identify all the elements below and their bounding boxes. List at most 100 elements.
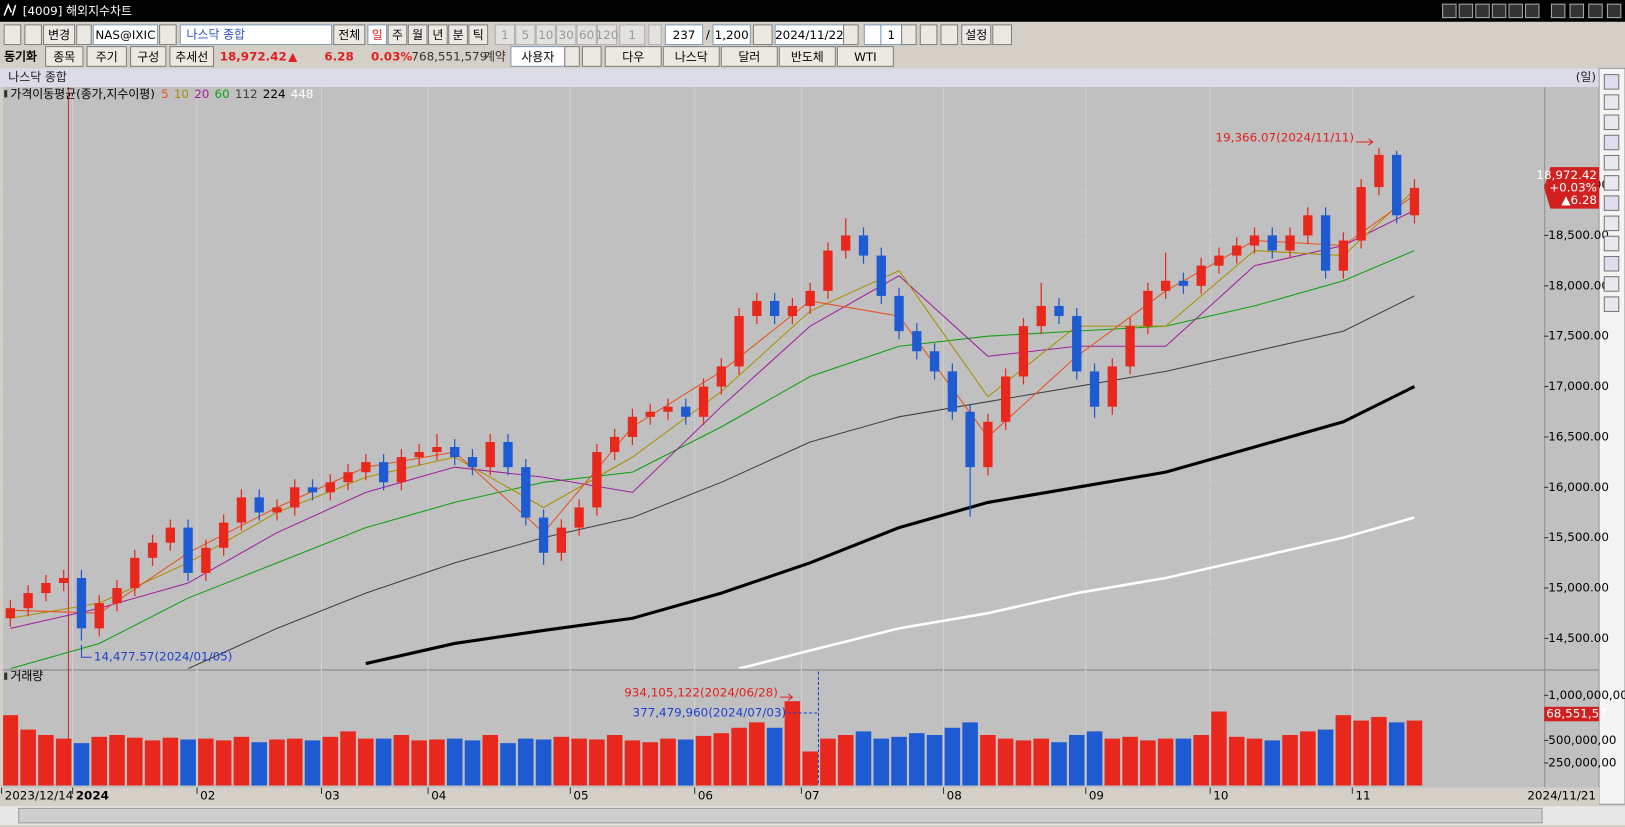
add-button[interactable] <box>581 46 602 67</box>
tool-icon[interactable] <box>1603 154 1620 171</box>
period-button[interactable] <box>428 24 448 46</box>
interval-button[interactable] <box>596 24 618 46</box>
checkbox[interactable] <box>863 24 882 46</box>
candle-body <box>823 250 833 291</box>
x-tick-label: 2023/12/14 <box>5 788 74 802</box>
menu-button[interactable] <box>3 24 22 46</box>
period-button-label: 일 <box>372 28 383 42</box>
tool-icon[interactable] <box>1603 215 1620 232</box>
period-button[interactable] <box>407 24 428 46</box>
related-button[interactable] <box>720 46 778 67</box>
volume-bar <box>482 734 499 786</box>
tool-icon[interactable] <box>1603 94 1620 110</box>
volume-bar <box>1317 729 1334 786</box>
change-button[interactable] <box>43 24 76 46</box>
tool-button[interactable] <box>169 46 215 67</box>
tool-icon[interactable] <box>1603 195 1620 211</box>
volume-bar <box>962 722 978 786</box>
add-button[interactable] <box>919 24 938 46</box>
volume-bar <box>518 738 534 786</box>
candle-body <box>894 295 904 332</box>
window-button[interactable] <box>1606 3 1622 19</box>
unit-input[interactable] <box>619 24 646 46</box>
candle-body <box>1338 240 1349 271</box>
related-button[interactable] <box>662 46 720 67</box>
period-button[interactable] <box>387 24 408 46</box>
tool-icon[interactable] <box>1603 74 1620 90</box>
dropdown[interactable] <box>843 24 859 46</box>
candle-body <box>592 452 602 508</box>
period-button-label: 년 <box>432 28 443 42</box>
window-button[interactable] <box>1569 3 1585 19</box>
refresh-button[interactable] <box>992 24 1012 46</box>
user-select-label: 사용자 <box>521 50 554 64</box>
interval-button[interactable] <box>494 24 516 46</box>
low-arrow <box>80 644 92 658</box>
candle-body <box>521 467 531 518</box>
period-button[interactable] <box>468 24 489 46</box>
y-tick-label: 15,000.00 <box>1548 581 1609 595</box>
name-input[interactable] <box>179 24 333 46</box>
dropdown[interactable] <box>901 24 917 46</box>
candle-body <box>503 441 513 468</box>
window-button[interactable] <box>1524 3 1540 19</box>
interval-button[interactable] <box>515 24 536 46</box>
window-button[interactable] <box>1508 3 1523 19</box>
settings-button[interactable] <box>961 24 992 46</box>
count-input[interactable] <box>664 24 704 46</box>
volume-bar <box>535 739 552 786</box>
related-button-label: 나스닥 <box>675 50 708 64</box>
dropdown[interactable] <box>76 24 92 46</box>
window-button[interactable] <box>1442 3 1457 19</box>
candle-body <box>663 406 673 412</box>
x-tick-label: 11 <box>1355 788 1370 802</box>
period-button[interactable] <box>448 24 468 46</box>
related-button[interactable] <box>778 46 836 67</box>
tool-icon[interactable] <box>1603 255 1620 272</box>
interval-button[interactable] <box>576 24 597 46</box>
tool-icon[interactable] <box>1603 134 1620 151</box>
tool-button[interactable] <box>45 46 84 67</box>
volume-bar <box>251 742 267 786</box>
max-input[interactable] <box>712 24 751 46</box>
window-button[interactable] <box>1475 3 1490 19</box>
tool-button[interactable] <box>86 46 127 67</box>
window-button[interactable] <box>1588 3 1603 19</box>
candle-body <box>485 441 495 468</box>
tool-icon[interactable] <box>1603 235 1620 252</box>
all-button[interactable] <box>333 24 366 46</box>
window-button[interactable] <box>1458 3 1474 19</box>
candle-body <box>1356 187 1366 241</box>
tool-icon[interactable] <box>1603 276 1620 292</box>
tool-button-label: 추세선 <box>175 50 208 64</box>
tool-icon[interactable] <box>1603 114 1620 131</box>
candle-body <box>1018 326 1029 377</box>
tool-icon[interactable] <box>1603 175 1620 191</box>
dropdown[interactable] <box>564 46 580 67</box>
interval-button[interactable] <box>535 24 556 46</box>
candle-body <box>201 547 211 573</box>
window-button[interactable] <box>1491 3 1507 19</box>
volume-bar <box>91 736 108 786</box>
save-button[interactable] <box>940 24 959 46</box>
screen-button[interactable] <box>24 24 42 46</box>
volume-bar <box>873 738 890 786</box>
candle-body <box>1196 265 1206 286</box>
code-input[interactable] <box>92 24 159 46</box>
scroll-thumb[interactable] <box>18 807 1543 824</box>
search-button[interactable] <box>159 24 177 46</box>
tool-button[interactable] <box>130 46 167 67</box>
related-button[interactable] <box>604 46 662 67</box>
period-button[interactable] <box>367 24 388 46</box>
window-button[interactable] <box>1550 3 1566 19</box>
interval-button[interactable] <box>556 24 577 46</box>
x-tick-label: 02 <box>200 788 215 802</box>
related-button[interactable] <box>836 46 894 67</box>
calendar-button[interactable] <box>752 24 773 46</box>
volume-bar <box>571 738 587 786</box>
spinner[interactable] <box>648 24 662 46</box>
period-label: (일) <box>1576 70 1596 84</box>
tool-icon[interactable] <box>1603 296 1620 312</box>
volume-bar <box>286 738 303 786</box>
volume-bar <box>411 740 427 786</box>
